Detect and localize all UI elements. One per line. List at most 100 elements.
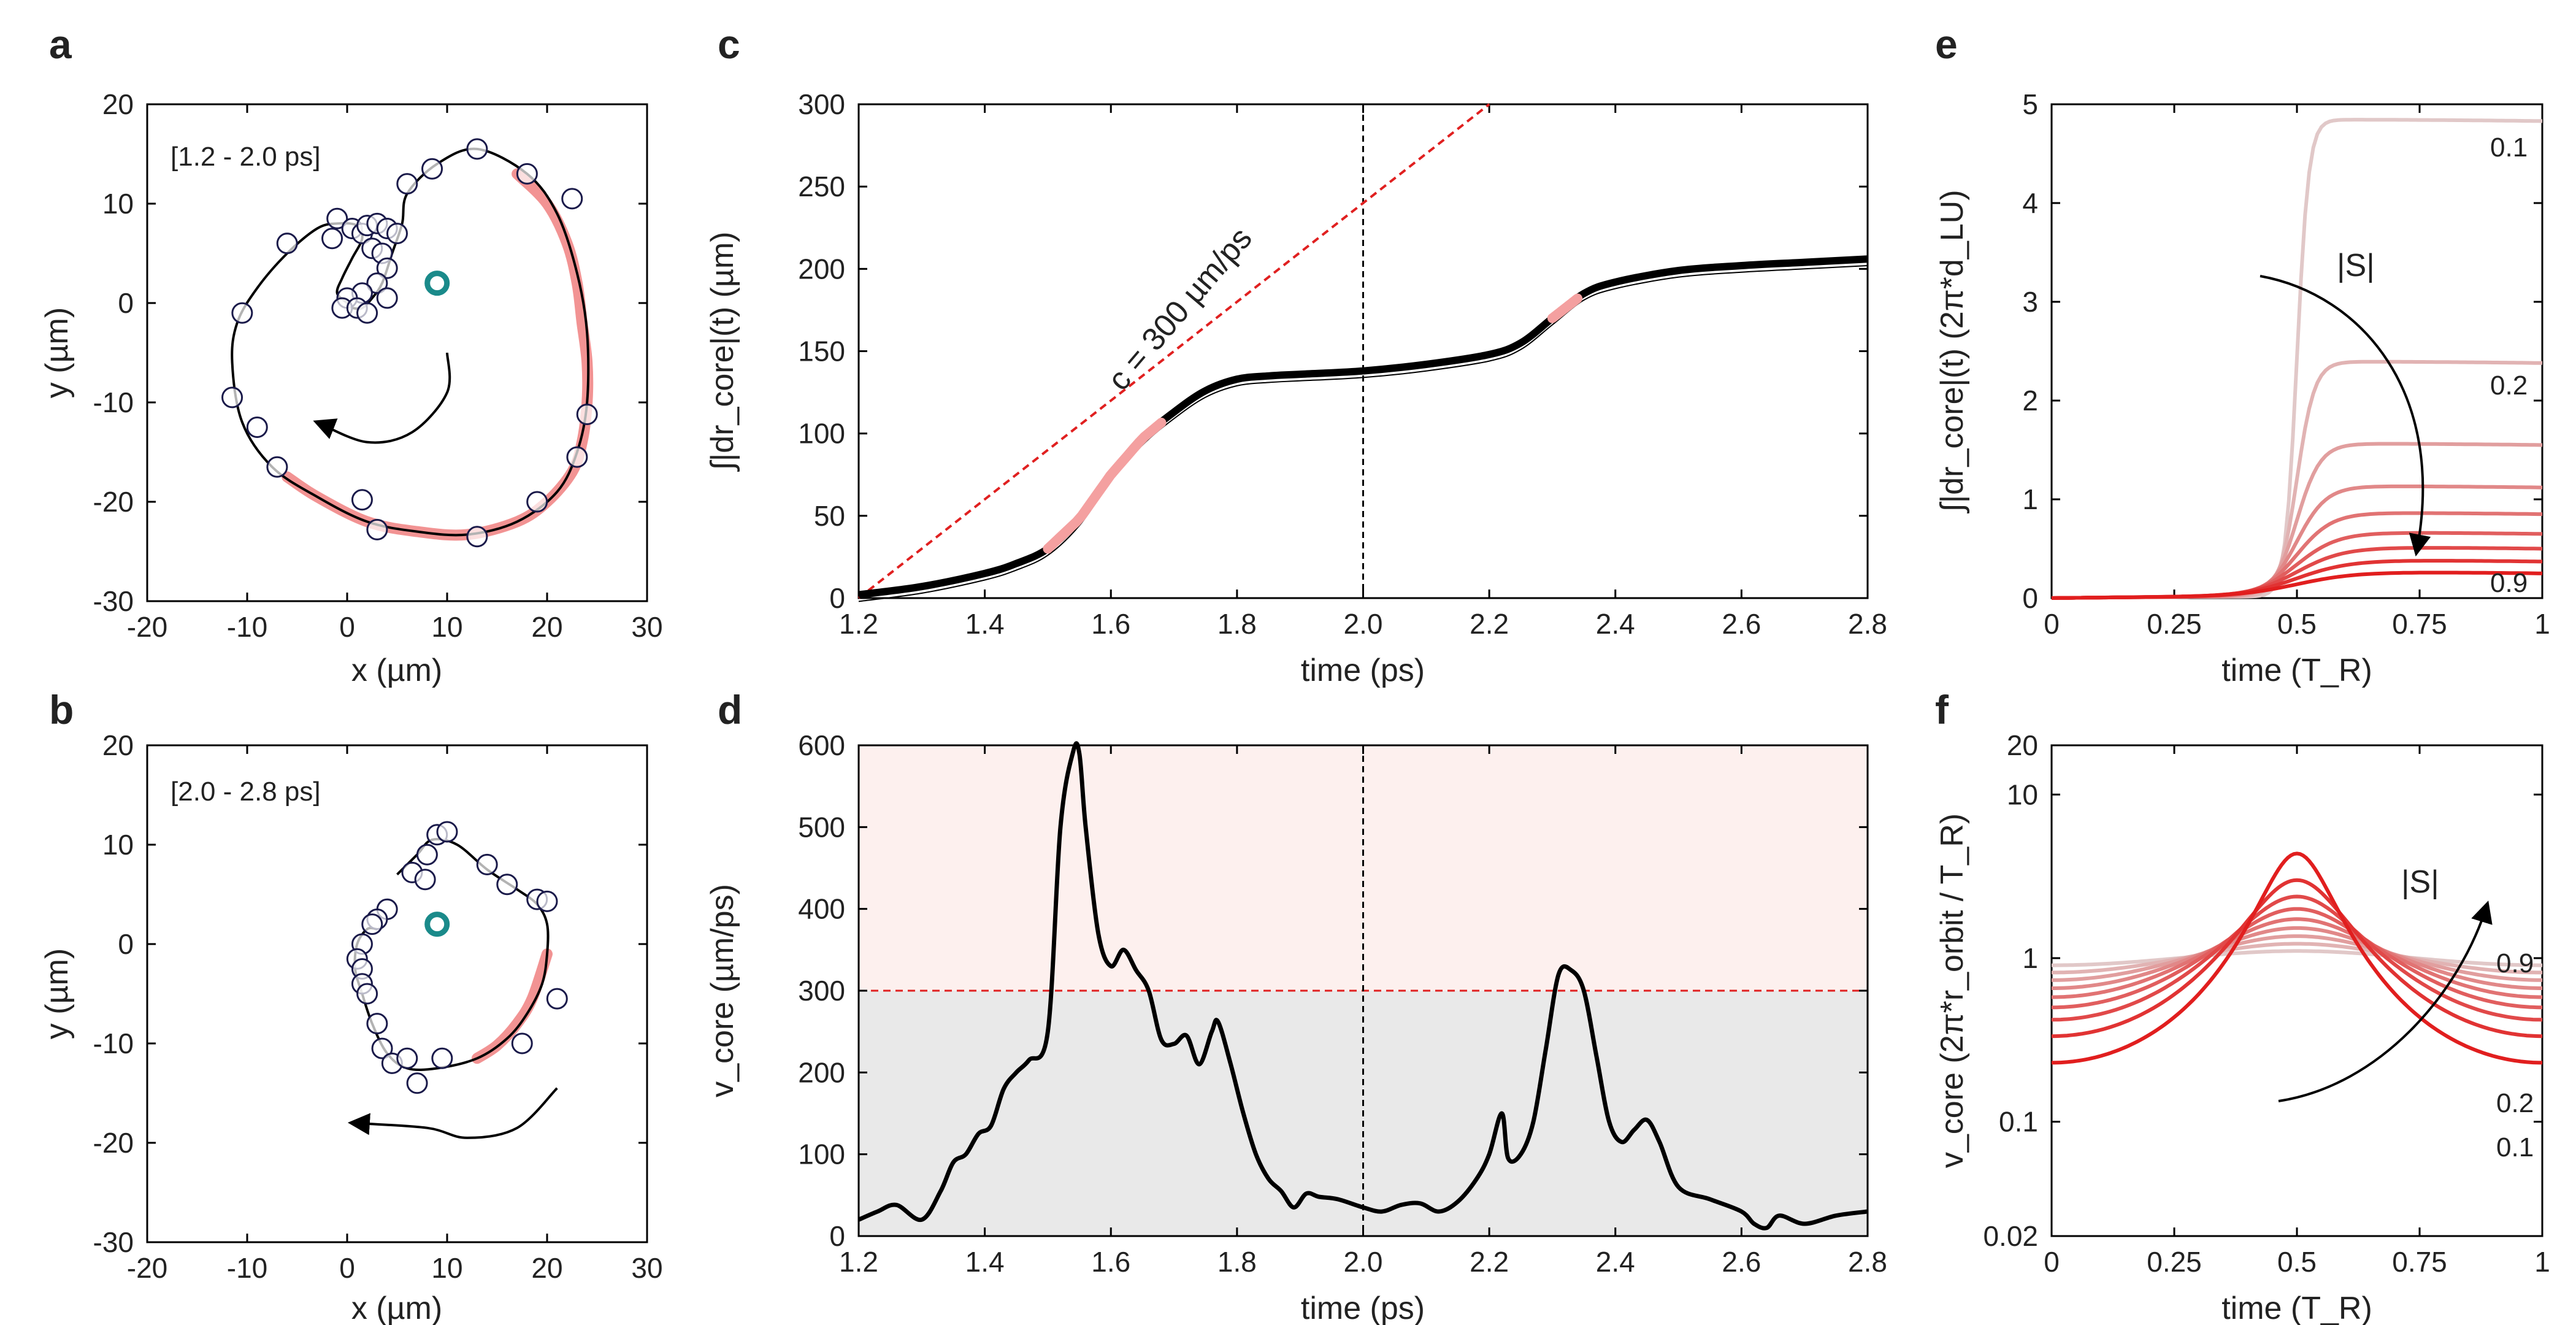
panel-c-xtick-label: 2.2 (1470, 608, 1509, 640)
panel-e-ylabel: ∫|dr_core|(t) (2π*d_LU) (1934, 190, 1970, 513)
panel-a-point (466, 526, 488, 548)
panel-f-ytick-label: 20 (2007, 729, 2038, 761)
panel-f-curve-label-0.2: 0.2 (2496, 1088, 2534, 1118)
panel-f-content (2051, 851, 2543, 1102)
panel-e-xlabel: time (T_R) (2221, 653, 2372, 688)
panel-d-xtick-label: 1.4 (965, 1246, 1005, 1278)
panel-e-ytick-label: 3 (2022, 286, 2038, 318)
panel-d-ytick-label: 0 (829, 1220, 845, 1252)
panel-f-curve (2052, 926, 2542, 990)
panel-a-point (266, 456, 288, 478)
panel-b-ytick-label: 10 (102, 829, 134, 861)
panel-b-window-label: [2.0 - 2.8 ps] (171, 777, 321, 807)
panel-c-ytick-label: 50 (814, 500, 845, 532)
panel-a-label: a (49, 21, 72, 67)
panel-b-ylabel: y (µm) (39, 948, 75, 1039)
panel-c-xlabel: time (ps) (1301, 653, 1425, 688)
panel-f-ylabel: v_core (2π*r_orbit / T_R) (1934, 813, 1970, 1168)
panel-b-ytick-label: 20 (102, 729, 134, 761)
panel-a-point (561, 188, 583, 210)
panel-a-point (396, 173, 418, 195)
panel-b-point (511, 1032, 533, 1054)
panel-a-center-marker (424, 271, 450, 296)
panel-c-xtick-label: 1.6 (1091, 608, 1130, 640)
panel-a-xlabel: x (µm) (351, 653, 442, 688)
panel-a-xtick-label: 30 (631, 611, 662, 643)
panel-e-xtick-label: 0.25 (2147, 608, 2202, 640)
panel-c-reference-line (857, 103, 1490, 599)
panel-a-content (221, 138, 598, 548)
panel-a-point (421, 158, 443, 180)
panel-c-ylabel: ∫|dr_core|(t) (µm) (705, 231, 740, 472)
panel-e-curve-label-0.9: 0.9 (2490, 568, 2528, 598)
panel-b-point (356, 983, 378, 1005)
panel-d-ticks: 1.2 1.4 1.6 1.8 2.0 2.2 2.4 2.6 2.8 0 100 200 300 400… (798, 729, 1887, 1278)
panel-a-ytick-label: -30 (93, 585, 134, 617)
panel-e-xtick-label: 0.75 (2392, 608, 2447, 640)
panel-f-curve-label-0.9: 0.9 (2496, 948, 2534, 978)
panel-b-xtick-label: 10 (431, 1252, 462, 1284)
panel-e-arrow (2260, 275, 2431, 557)
panel-d-xtick-label: 2.6 (1722, 1246, 1761, 1278)
panel-a-point (366, 272, 388, 294)
panel-f-frame (2050, 744, 2543, 1237)
panel-e-ytick-label: 4 (2022, 187, 2038, 219)
panel-a-point (366, 518, 388, 540)
panel-f-arrow (2278, 901, 2493, 1102)
panel-a-xtick-label: -10 (227, 611, 267, 643)
panel-f-ytick-label: 0.02 (1983, 1220, 2038, 1252)
panel-b-xtick-label: 0 (339, 1252, 355, 1284)
panel-a-point (376, 257, 398, 279)
panel-e-content (2051, 118, 2543, 600)
panel-a-point (326, 207, 348, 229)
panel-f-curve (2051, 894, 2543, 1022)
panel-c-ytick-label: 150 (798, 336, 845, 367)
panel-f-annotation: |S| (2401, 864, 2439, 900)
panel-f-ytick-label: 0.1 (1999, 1106, 2038, 1138)
panel-d-ylabel: v_core (µm/ps) (705, 884, 740, 1097)
panel-d-xtick-label: 1.6 (1091, 1246, 1130, 1278)
panel-e-curve-label-0.1: 0.1 (2490, 132, 2528, 163)
panel-b-label: b (49, 687, 74, 732)
panel-a-xtick-label: 20 (531, 611, 562, 643)
panel-a-point (376, 287, 398, 309)
panel-b-xtick-label: -10 (227, 1252, 267, 1284)
panel-f-ticks: 0 0.25 0.5 0.75 1 0.02 0.1 1 10 20 (1983, 729, 2550, 1278)
panel-c: c 1.2 1.4 1.6 1.8 2.0 2.2 2.4 2.6 2.8 0 50 100 150 20… (705, 21, 1887, 688)
panel-c-xtick-label: 2.4 (1596, 608, 1635, 640)
panel-f-xlabel: time (T_R) (2221, 1291, 2372, 1325)
panel-b-point (496, 874, 518, 896)
panel-d-label: d (718, 687, 742, 732)
panel-c-xtick-label: 2.6 (1722, 608, 1761, 640)
panel-c-xtick-label: 1.4 (965, 608, 1005, 640)
panel-b-xlabel: x (µm) (351, 1291, 442, 1325)
panel-a-point (566, 446, 588, 468)
panel-b-point (476, 853, 498, 875)
panel-a-point (231, 302, 253, 324)
panel-f-ytick-label: 10 (2007, 778, 2038, 810)
panel-e-ticks: 0 0.25 0.5 0.75 1 0 1 2 3 4 5 (2022, 88, 2550, 640)
panel-a-ytick-label: 0 (118, 287, 134, 319)
panel-c-ytick-label: 200 (798, 253, 845, 285)
panel-c-ytick-label: 300 (798, 88, 845, 120)
panel-f-xtick-label: 1 (2534, 1246, 2550, 1278)
panel-c-ytick-label: 250 (798, 171, 845, 202)
panel-f-curve (2052, 934, 2542, 982)
panel-b-center-marker (424, 912, 450, 937)
panel-a-ytick-label: -10 (93, 386, 134, 418)
panel-e-xtick-label: 0.5 (2277, 608, 2317, 640)
panel-c-highlight (1547, 293, 1583, 323)
panel-b-point (416, 843, 438, 866)
panel-c-xtick-label: 1.2 (839, 608, 878, 640)
panel-c-series-thin (858, 265, 1868, 602)
panel-c-ticks: 1.2 1.4 1.6 1.8 2.0 2.2 2.4 2.6 2.8 0 50 100 150 200 2… (798, 88, 1887, 640)
panel-d-ytick-label: 600 (798, 729, 845, 761)
panel-a-xtick-label: 0 (339, 611, 355, 643)
panel-f-xtick-label: 0.75 (2392, 1246, 2447, 1278)
panel-d-ytick-label: 400 (798, 893, 845, 925)
panel-f-ytick-label: 1 (2022, 942, 2038, 974)
